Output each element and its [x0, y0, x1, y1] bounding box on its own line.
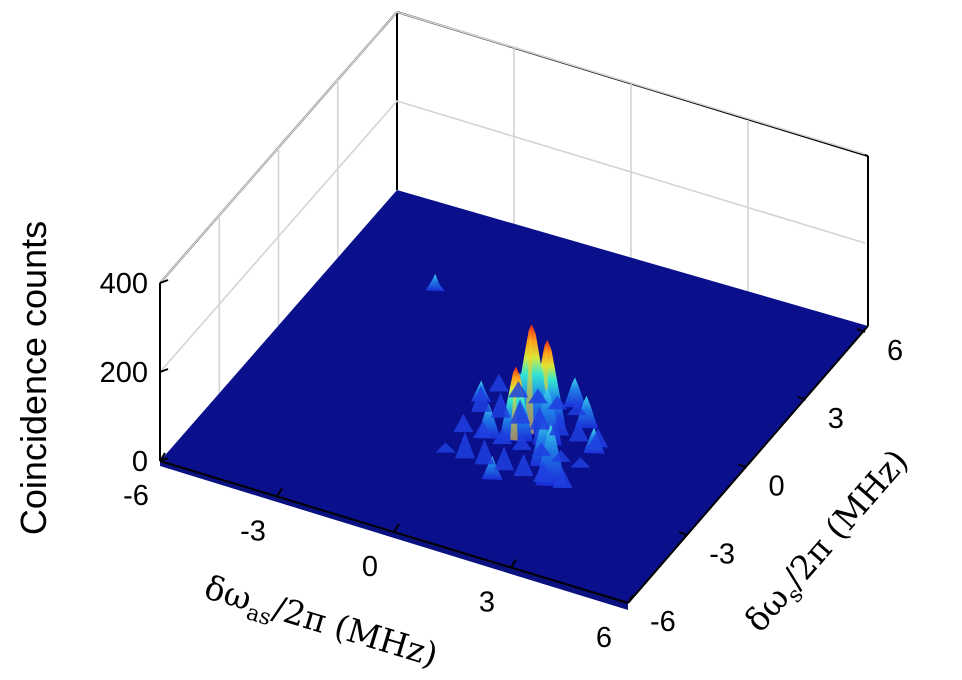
grid-line-horizontal: [159, 100, 866, 373]
surface-ridge: [531, 442, 552, 456]
y-axis-line: [627, 325, 869, 604]
surface-ridge: [552, 468, 573, 488]
x-tick-mark: [627, 594, 634, 604]
surface-spike: [481, 456, 503, 481]
z-tick-mark: [159, 368, 169, 373]
grid-line-horizontal: [159, 11, 866, 284]
y-tick-mark: [619, 599, 629, 604]
surface-spike: [574, 395, 599, 429]
x-tick-mark: [393, 523, 400, 533]
z-tick-mark: [159, 279, 169, 284]
surface-ridge: [435, 442, 456, 453]
surface-ridge: [453, 413, 474, 433]
y-axis-title: δωs/2π (MHz): [737, 442, 921, 644]
z-axis-title: Coincidence counts: [13, 221, 54, 535]
y-tick-label: 0: [769, 471, 785, 503]
y-tick-mark: [797, 395, 807, 401]
surface-floor-shade: [160, 461, 628, 610]
surface-ridge: [588, 428, 609, 448]
z-tick-label: 0: [132, 446, 148, 478]
surface-spike: [563, 377, 587, 409]
y-tick-label: 6: [887, 335, 903, 367]
surface-ridge: [570, 457, 591, 468]
z-tick-label: 200: [100, 357, 148, 389]
surface-ridge: [455, 431, 476, 459]
x-tick-label: -3: [240, 516, 266, 548]
surface-ridge: [510, 399, 531, 424]
surface-ridge: [511, 435, 532, 450]
x-tick-label: 3: [479, 587, 495, 619]
surface-spikes: [425, 273, 609, 488]
axis-ticks: 0 200 400 -6 -3 0 3 6 -3 0 3 6 -6: [100, 268, 904, 654]
surface-ridge: [471, 384, 492, 412]
x-tick-label: -6: [123, 480, 149, 512]
y-tick-label: 3: [828, 403, 844, 435]
surface-ridge: [488, 373, 509, 392]
surface-ridge: [547, 395, 568, 410]
x-tick-label: 0: [362, 551, 378, 583]
surface-ridge: [494, 446, 515, 471]
z-tick-label: 400: [100, 268, 148, 300]
y-tick-label: -3: [709, 538, 735, 570]
x-tick-mark: [510, 558, 517, 569]
surface-ridge: [508, 381, 529, 398]
surface-ridge: [568, 421, 589, 442]
x-tick-mark: [276, 487, 283, 498]
surface-ridge: [550, 449, 571, 462]
surface-ridge: [533, 460, 554, 483]
y-tick-mark: [678, 531, 688, 537]
y-tick-mark: [738, 463, 747, 469]
x-tick-label: 6: [596, 622, 612, 654]
y-tick-label: -6: [650, 606, 676, 638]
surface-ridge: [549, 413, 570, 436]
surface-ridge: [529, 406, 550, 430]
surface-spike-highlight: [524, 328, 534, 434]
surface-ridge: [566, 402, 587, 416]
surface-ridge: [490, 392, 511, 418]
x-tick-mark: [159, 452, 166, 462]
surface-ridge: [472, 420, 493, 439]
x-axis-title: δωas/2π (MHz): [199, 567, 443, 680]
surface-ridge: [492, 428, 513, 444]
surface-ridge: [527, 388, 548, 404]
surface-ridge: [474, 439, 495, 465]
surface-spike: [425, 273, 445, 292]
surface-ridge: [513, 453, 534, 477]
grid-lines: [159, 11, 866, 394]
y-tick-mark: [856, 328, 866, 333]
